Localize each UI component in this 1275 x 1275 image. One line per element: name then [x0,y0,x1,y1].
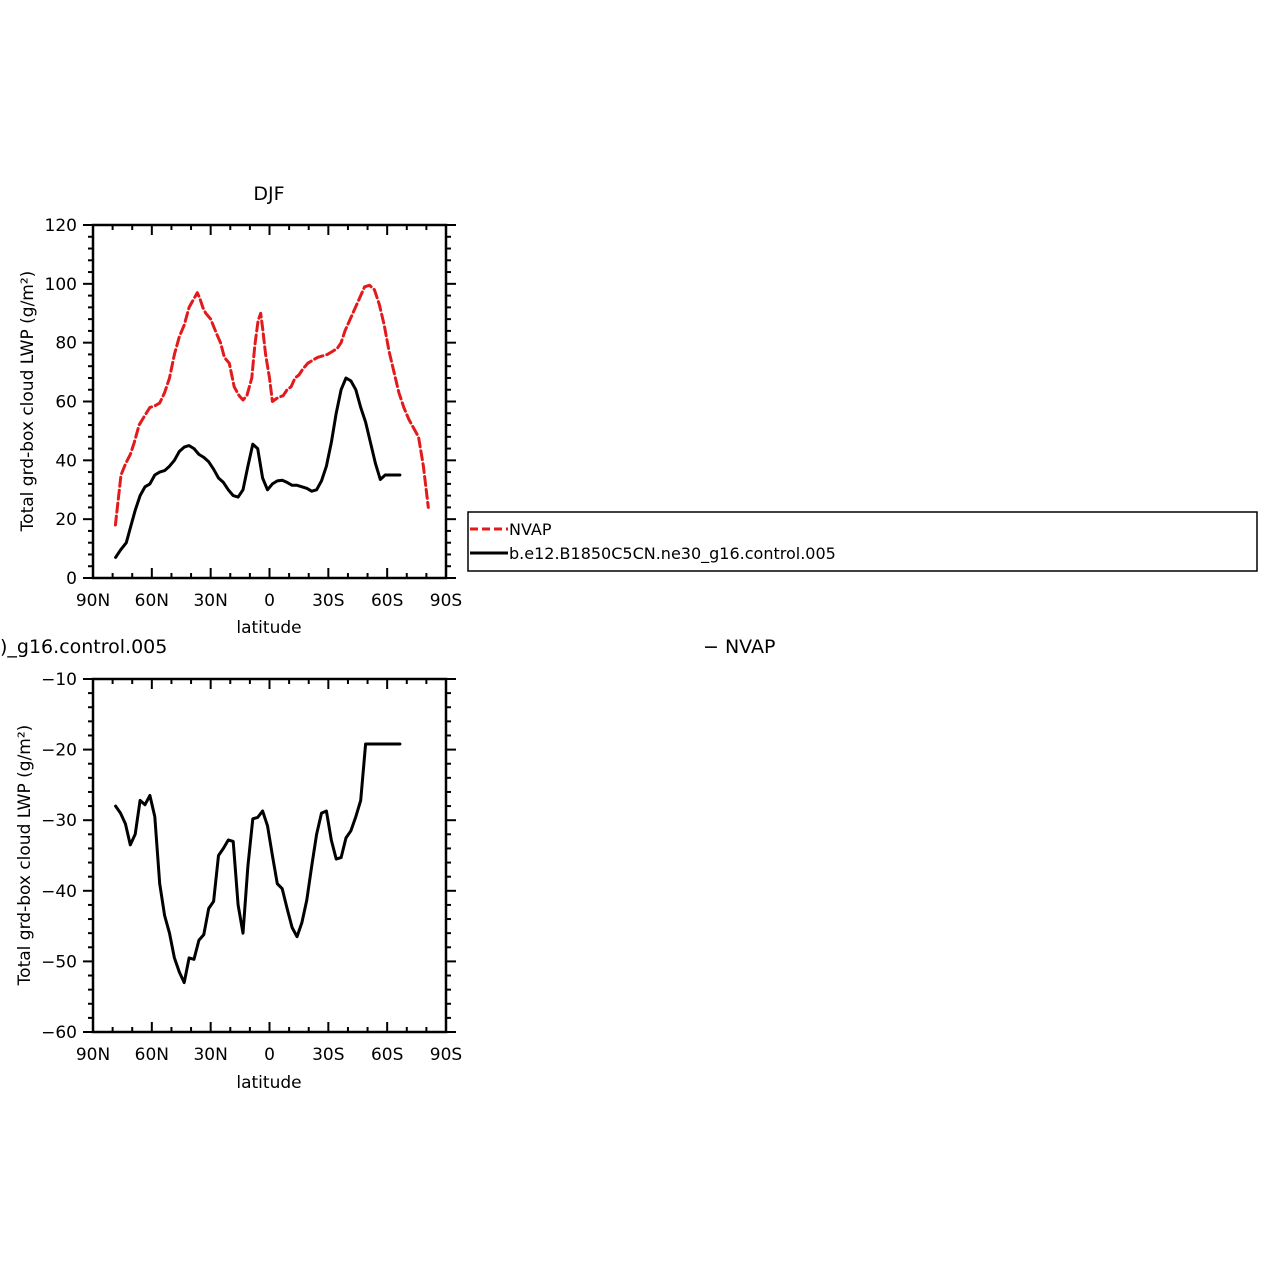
plot-frame [91,223,448,580]
y-tick-label: −40 [41,882,77,902]
y-tick-label: −50 [41,952,77,972]
x-tick-label: 60S [371,591,403,611]
x-tick-label: 60N [135,591,169,611]
y-tick-label: 60 [55,393,77,413]
x-tick-label: 90S [430,591,462,611]
axis-ticks: 90N 60N 30N 0 30S 60S 90S 0 20 40 60 80 100 120 [45,216,463,611]
x-tick-label: 60N [135,1045,169,1065]
y-axis-title: Total grd-box cloud LWP (g/m²) [15,725,35,987]
x-axis-title: latitude [236,618,301,638]
series-line-nvap [113,283,430,527]
y-tick-label: 20 [55,510,77,530]
legend: NVAP b.e12.B1850C5CN.ne30_g16.control.00… [467,511,1258,572]
y-tick-label: −10 [41,670,77,690]
x-tick-label: 0 [264,591,275,611]
series-line-model [114,376,402,559]
plot-title-right: − NVAP [703,636,775,658]
x-tick-label: 90N [76,1045,110,1065]
x-tick-label: 30S [312,591,344,611]
bottom-plot-marks [114,742,402,985]
top-plot-marks [113,283,430,559]
x-axis-title: latitude [236,1073,301,1093]
x-tick-label: 30N [193,1045,227,1065]
y-tick-label: −30 [41,811,77,831]
x-tick-label: 30N [193,591,227,611]
bottom-panel: )_g16.control.005 − NVAP 90N 60N 30N 0 30S 60… [0,636,775,1093]
legend-label-model: b.e12.B1850C5CN.ne30_g16.control.005 [509,544,836,564]
y-tick-label: −20 [41,741,77,761]
y-axis-title: Total grd-box cloud LWP (g/m²) [18,271,38,533]
x-tick-label: 60S [371,1045,403,1065]
legend-label-nvap: NVAP [509,520,552,539]
legend-box [467,511,1258,572]
y-tick-label: 80 [55,334,77,354]
axis-ticks: 90N 60N 30N 0 30S 60S 90S −60 −50 −40 −30 −20 −10 [41,670,462,1065]
y-tick-label: 40 [55,451,77,471]
x-tick-label: 90S [430,1045,462,1065]
x-tick-label: 0 [264,1045,275,1065]
y-tick-label: −60 [41,1023,77,1043]
y-tick-label: 120 [45,216,77,236]
x-tick-label: 90N [76,591,110,611]
top-panel: DJF 90N 60N 30N 0 30S 60S 90S 0 20 40 60 80 100 120 l… [18,183,462,638]
y-tick-label: 0 [66,569,77,589]
plot-title-left: )_g16.control.005 [0,636,167,658]
plot-frame [91,677,448,1034]
series-line-model [114,742,402,985]
plot-title: DJF [253,183,284,205]
y-tick-label: 100 [45,275,77,295]
x-tick-label: 30S [312,1045,344,1065]
